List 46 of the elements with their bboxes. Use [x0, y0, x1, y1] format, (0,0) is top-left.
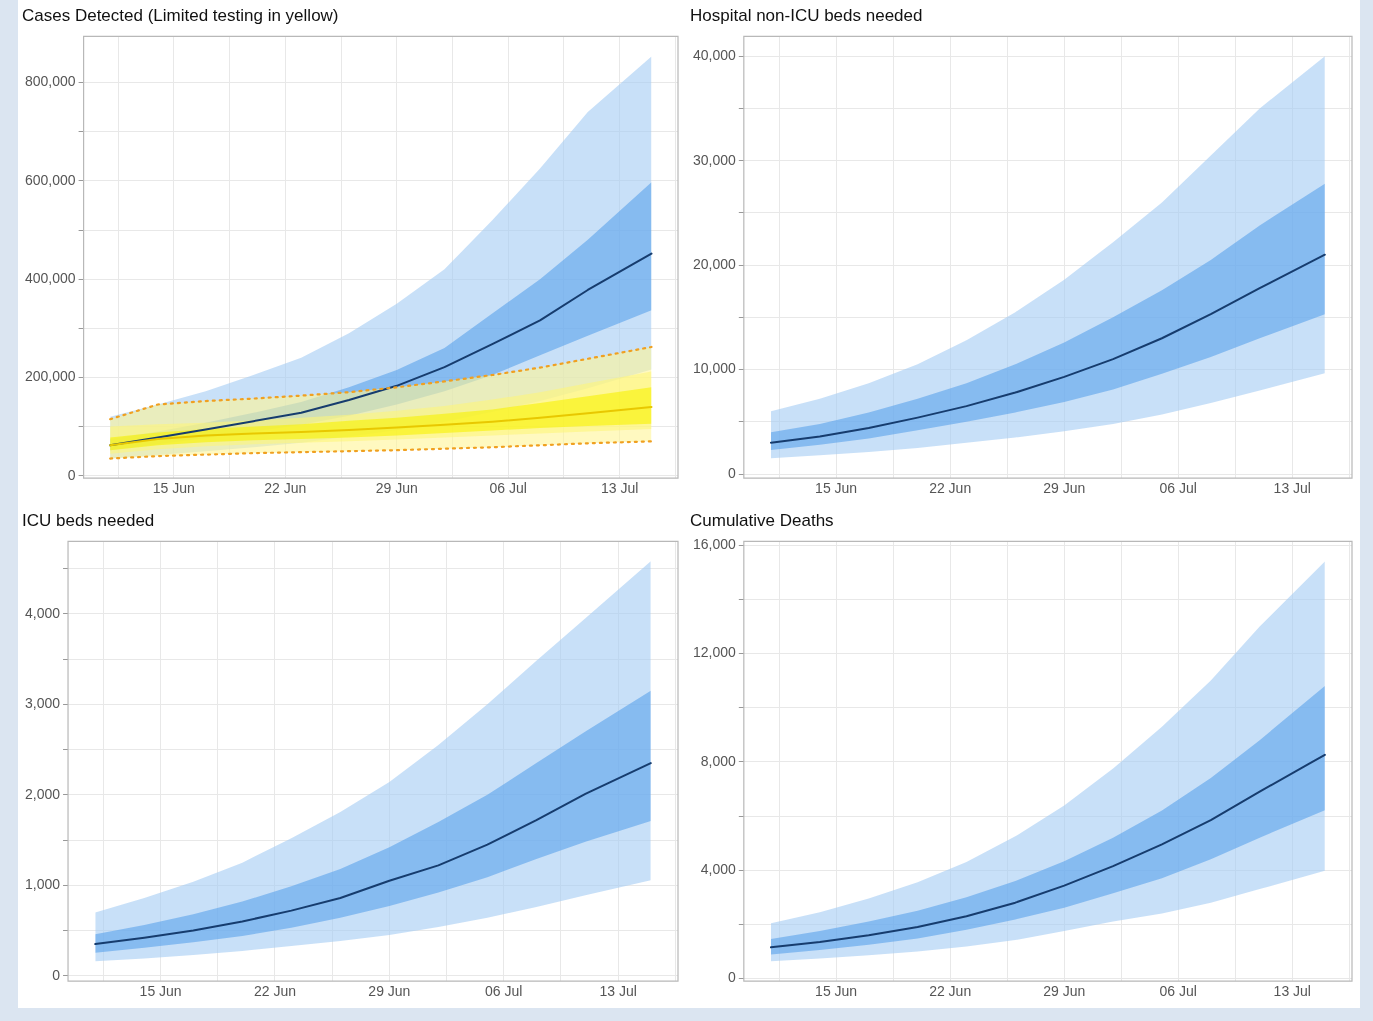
y-tick-label: 12,000 — [692, 644, 737, 661]
line-series — [109, 345, 653, 421]
y-tick-label: 200,000 — [25, 368, 76, 385]
y-tick-label: 800,000 — [25, 73, 76, 90]
line-series — [109, 440, 653, 460]
y-tick-label: 0 — [67, 466, 76, 483]
x-tick-label: 22 Jun — [929, 983, 972, 1000]
y-tick-label: 4,000 — [700, 861, 737, 878]
y-tick-label: 16,000 — [692, 536, 737, 553]
x-tick-label: 15 Jun — [152, 480, 195, 497]
x-tick-label: 15 Jun — [815, 480, 858, 497]
chart-title: Cases Detected (Limited testing in yellow) — [22, 5, 339, 25]
x-tick-label: 29 Jun — [1043, 480, 1086, 497]
y-tick-label: 0 — [52, 966, 61, 983]
chart-title: Cumulative Deaths — [690, 510, 834, 530]
x-tick-label: 06 Jul — [485, 983, 523, 1000]
y-tick-label: 0 — [728, 464, 737, 481]
y-tick-label: 40,000 — [692, 47, 737, 64]
x-tick-label: 15 Jun — [815, 983, 858, 1000]
y-tick-label: 1,000 — [24, 876, 61, 893]
x-tick-label: 29 Jun — [1043, 983, 1086, 1000]
x-tick-label: 13 Jul — [600, 480, 639, 497]
y-tick-label: 600,000 — [25, 171, 76, 188]
y-tick-label: 400,000 — [25, 270, 76, 287]
y-tick-label: 20,000 — [692, 255, 737, 272]
y-tick-label: 10,000 — [692, 360, 737, 377]
x-tick-label: 15 Jun — [139, 983, 182, 1000]
y-tick-label: 8,000 — [700, 752, 737, 769]
x-tick-label: 06 Jul — [1159, 983, 1197, 1000]
x-tick-label: 13 Jul — [1273, 983, 1311, 1000]
y-tick-label: 2,000 — [24, 785, 61, 802]
chart-title: Hospital non-ICU beds needed — [690, 5, 923, 25]
y-tick-label: 4,000 — [24, 604, 61, 621]
x-tick-label: 06 Jul — [1159, 480, 1197, 497]
chart-title: ICU beds needed — [22, 510, 155, 530]
x-tick-label: 29 Jun — [368, 983, 411, 1000]
y-tick-label: 0 — [728, 969, 737, 986]
x-tick-label: 06 Jul — [489, 480, 527, 497]
x-tick-label: 29 Jun — [375, 480, 418, 497]
x-tick-label: 22 Jun — [929, 480, 972, 497]
x-tick-label: 22 Jun — [264, 480, 307, 497]
y-tick-label: 30,000 — [692, 151, 737, 168]
x-tick-label: 22 Jun — [253, 983, 297, 1000]
x-tick-label: 13 Jul — [1273, 480, 1311, 497]
x-tick-label: 13 Jul — [599, 983, 637, 1000]
y-tick-label: 3,000 — [24, 695, 61, 712]
